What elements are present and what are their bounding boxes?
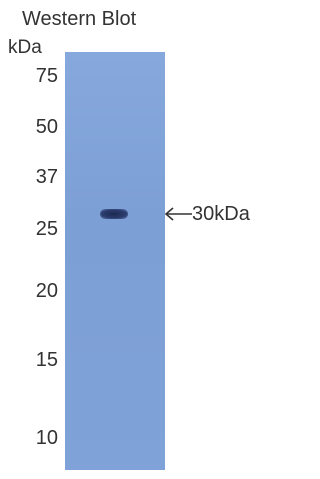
marker-label: 50	[36, 117, 58, 137]
band-label: 30kDa	[192, 204, 250, 224]
protein-band	[100, 209, 128, 219]
band-arrow	[163, 204, 193, 224]
blot-lane	[65, 52, 165, 470]
western-blot-image: Western Blot kDa 30kDa 75 50 37 25 20 15 10	[0, 0, 287, 479]
title: Western Blot	[22, 9, 136, 29]
unit-label: kDa	[8, 38, 42, 57]
marker-label: 37	[36, 167, 58, 187]
marker-label: 20	[36, 281, 58, 301]
marker-label: 75	[36, 66, 58, 86]
marker-label: 25	[36, 219, 58, 239]
marker-label: 15	[36, 350, 58, 370]
marker-label: 10	[36, 428, 58, 448]
